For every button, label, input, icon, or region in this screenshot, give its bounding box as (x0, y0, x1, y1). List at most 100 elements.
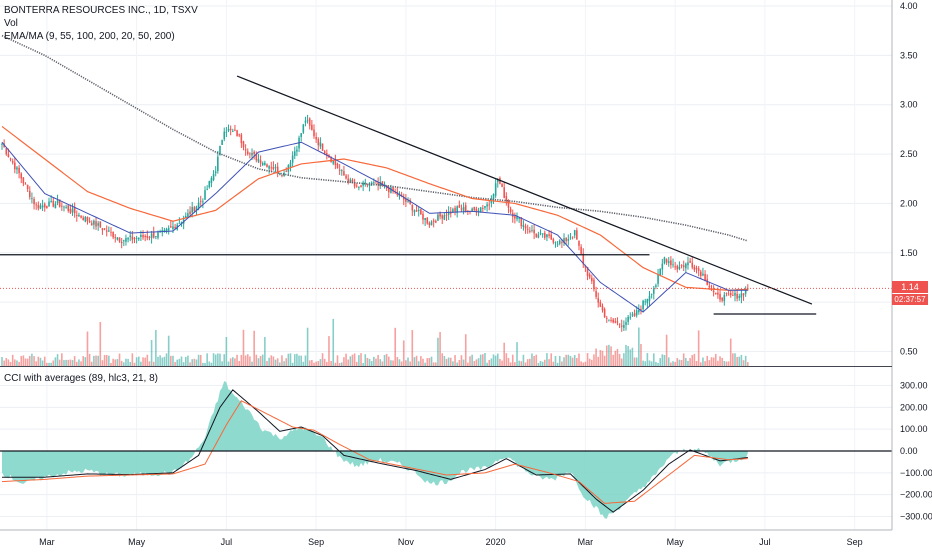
candle-body (456, 206, 458, 213)
candle-body (355, 185, 358, 187)
volume-bar (75, 361, 78, 366)
candle-body (533, 229, 535, 234)
volume-bar (266, 361, 268, 366)
volume-bar (460, 355, 463, 366)
volume-bar (285, 358, 288, 366)
volume-bar (56, 354, 59, 366)
candle-body (358, 186, 360, 188)
volume-bar (396, 357, 399, 366)
candle-body (415, 210, 418, 212)
volume-bar (110, 362, 112, 366)
candle-body (360, 185, 362, 188)
candle-body (191, 207, 193, 213)
candle-body (14, 162, 16, 170)
volume-bar (383, 354, 386, 366)
volume-bar (313, 362, 315, 366)
volume-bar (723, 361, 726, 366)
candle-body (586, 267, 589, 277)
candle-body (135, 237, 138, 239)
volume-bar (304, 355, 307, 366)
volume-bar (41, 360, 44, 366)
descending-trendline (236, 75, 813, 305)
candle-body (591, 277, 593, 282)
volume-bar (116, 359, 119, 366)
volume-bar (727, 361, 730, 366)
candle-body (170, 226, 172, 228)
volume-bar (321, 353, 324, 366)
candle-body (174, 226, 176, 229)
candle-body (407, 200, 409, 202)
candle-body (253, 151, 255, 155)
candle-body (84, 216, 87, 222)
candle-body (1, 144, 3, 146)
volume-bar (11, 354, 14, 366)
candle-body (375, 181, 377, 182)
volume-bar (514, 362, 516, 366)
candle-body (482, 208, 484, 209)
volume-bar (347, 359, 349, 366)
candle-body (484, 206, 486, 208)
volume-bar (702, 357, 704, 366)
candle-body (452, 209, 454, 213)
volume-bar (417, 361, 420, 366)
volume-bar (616, 348, 619, 366)
volume-bar (471, 354, 473, 366)
pane-separator[interactable] (0, 366, 892, 367)
volume-bar (93, 355, 95, 366)
volume-bar (734, 353, 736, 366)
volume-bar (120, 360, 123, 366)
candle-body (475, 208, 478, 213)
volume-bar (552, 361, 555, 366)
candle-body (593, 279, 595, 290)
volume-bar (661, 354, 664, 366)
volume-bar (402, 340, 405, 366)
candle-body (255, 154, 258, 161)
candle-body (144, 235, 146, 238)
volume-bar (635, 357, 638, 366)
volume-bar (219, 353, 221, 366)
volume-bar (135, 357, 138, 366)
volume-legend[interactable]: Vol (4, 18, 18, 29)
candle-body (50, 201, 52, 203)
volume-bar (287, 353, 290, 366)
volume-bar (424, 362, 426, 366)
volume-bar (601, 350, 604, 366)
candle-body (582, 253, 585, 265)
volume-bar (473, 360, 476, 366)
candle-body (558, 240, 561, 244)
volume-bar (108, 355, 110, 366)
volume-bar (167, 335, 170, 366)
candle-body (110, 231, 112, 233)
volume-bar (714, 353, 717, 366)
time-tick-label: Jul (221, 537, 233, 547)
candle-body (116, 237, 119, 240)
candle-body (580, 246, 582, 254)
volume-bar (415, 355, 418, 366)
time-tick-label: May (667, 537, 685, 547)
candle-body (351, 179, 354, 184)
candle-body (152, 232, 155, 238)
volume-bar (558, 355, 561, 366)
volume-bar (58, 359, 61, 366)
candle-body (251, 153, 253, 156)
candle-body (537, 234, 540, 238)
candle-body (187, 213, 189, 217)
candle-body (242, 141, 245, 148)
ema-legend[interactable]: EMA/MA (9, 55, 100, 200, 20, 50, 200) (4, 31, 175, 42)
candle-body (477, 210, 480, 212)
candle-body (266, 164, 268, 167)
symbol-legend[interactable]: BONTERRA RESOURCES INC., 1D, TSXV (4, 5, 198, 16)
candle-body (588, 274, 591, 278)
time-tick-label: Mar (578, 537, 594, 547)
candle-body (697, 268, 700, 271)
cci-legend[interactable]: CCI with averages (89, hlc3, 21, 8) (4, 373, 158, 384)
candle-body (347, 178, 349, 183)
volume-bar (172, 355, 174, 366)
candle-body (460, 208, 463, 210)
cci-area (2, 380, 748, 519)
candle-body (61, 205, 63, 207)
candle-body (390, 187, 392, 193)
candle-body (195, 206, 198, 211)
candle-body (291, 155, 294, 163)
volume-bar (86, 331, 89, 366)
